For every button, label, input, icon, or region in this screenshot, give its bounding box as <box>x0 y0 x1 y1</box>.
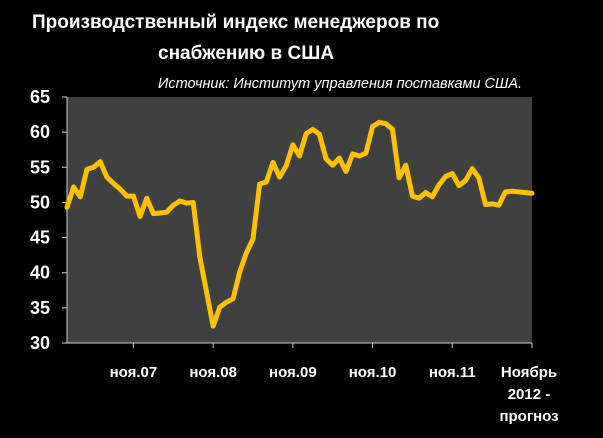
y-tick-label: 45 <box>30 228 50 248</box>
pmi-series-line <box>64 119 535 329</box>
chart-source-note: Источник: Институт управления поставками… <box>158 76 523 92</box>
x-tick-label: ноя.07 <box>110 364 158 381</box>
plot-area <box>67 97 532 343</box>
x-tick-label: ноя.11 <box>429 364 476 381</box>
y-tick-label: 50 <box>30 192 50 212</box>
x-tick-label: ноя.08 <box>189 364 237 381</box>
chart-title-line2: снабжению в США <box>158 43 335 64</box>
y-tick-label: 65 <box>30 87 50 107</box>
x-tick-label: ноя.09 <box>269 364 317 381</box>
x-tick-label: ноя.10 <box>349 364 397 381</box>
y-tick-label: 55 <box>30 157 50 177</box>
y-tick-label: 60 <box>30 122 50 142</box>
y-tick-label: 40 <box>30 263 50 283</box>
series-layer <box>64 119 535 329</box>
chart-title-line1: Производственный индекс менеджеров по <box>32 12 440 33</box>
y-tick-label: 30 <box>30 333 50 353</box>
y-tick-label: 35 <box>30 298 50 318</box>
x-axis-ticks: ноя.07 ноя.08 ноя.09 ноя.10 ноя.11 Ноябрь 2012… <box>110 343 559 425</box>
x-tick-label: Ноябрь 2012 -прогноз <box>499 364 558 425</box>
y-axis-ticks: 30 35 40 45 50 55 60 65 <box>30 87 67 353</box>
